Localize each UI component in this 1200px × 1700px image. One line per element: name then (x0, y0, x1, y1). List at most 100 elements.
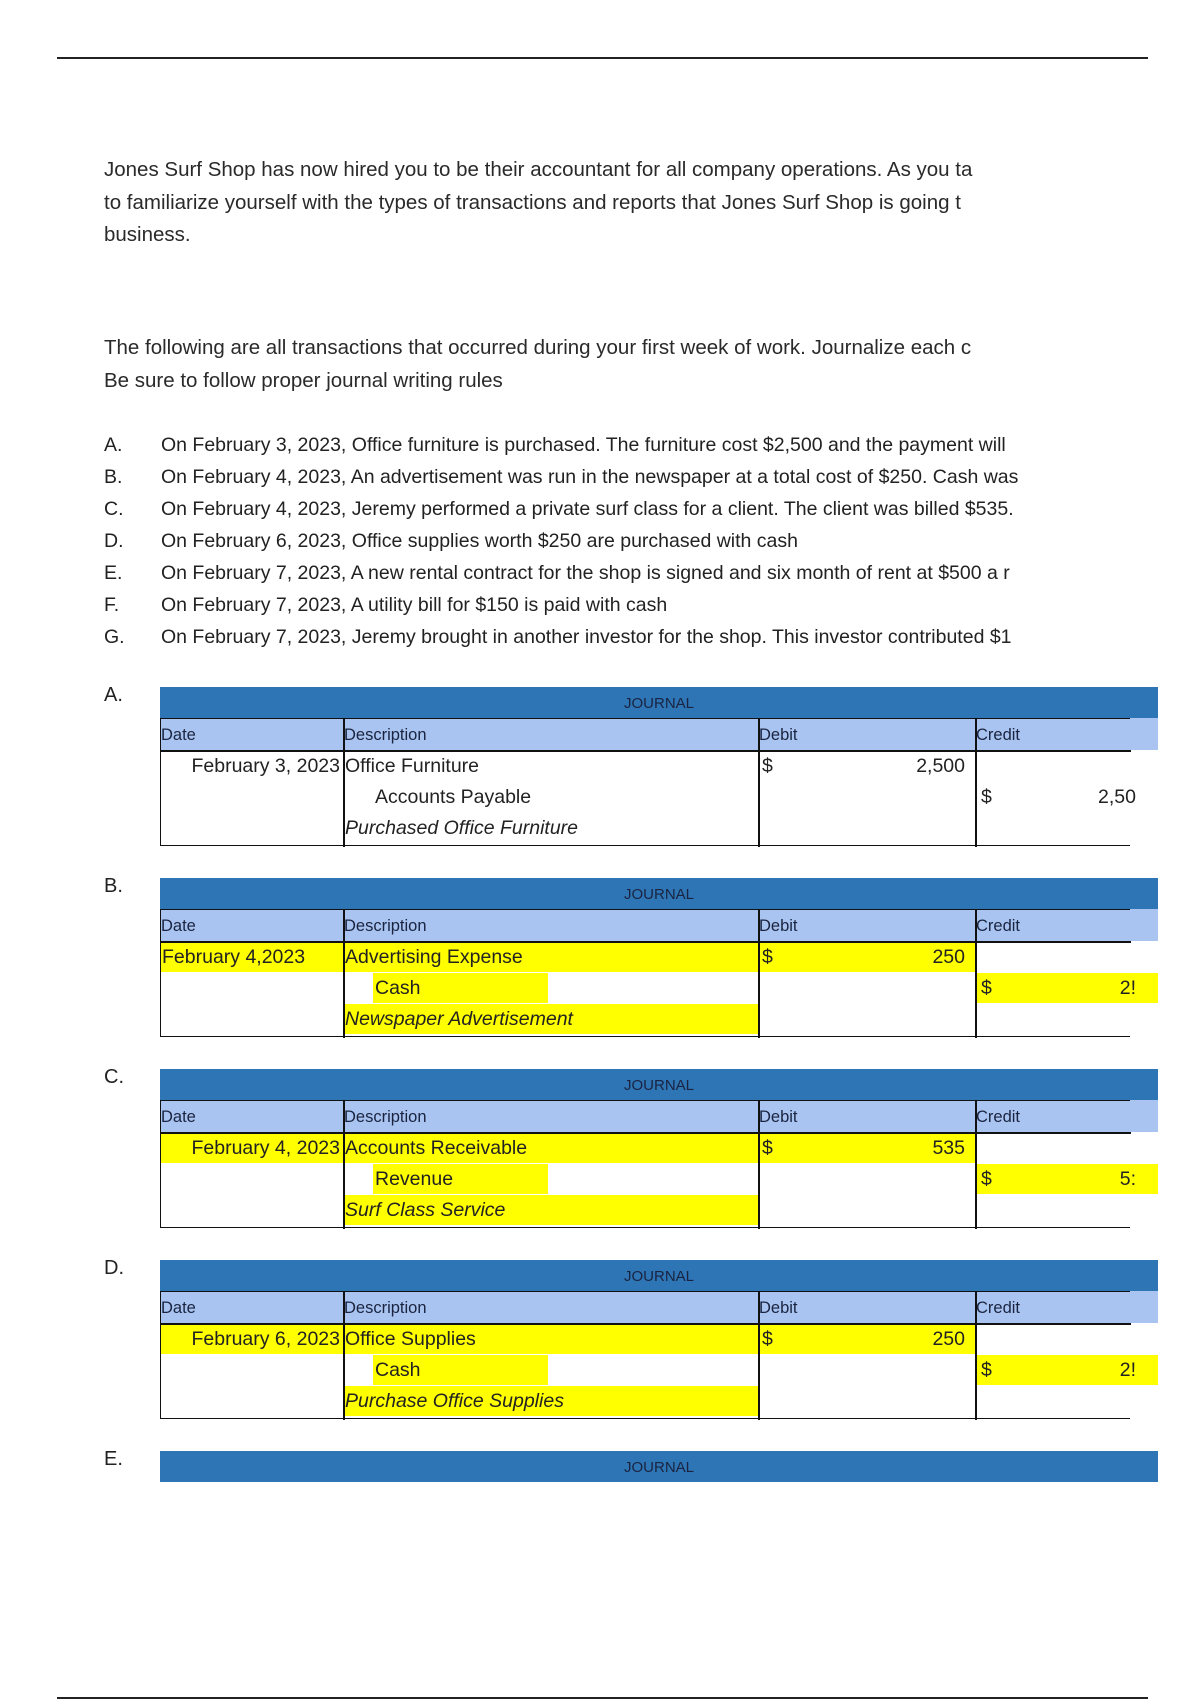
journal-grid (160, 909, 1131, 1038)
debit-amount: 250 (778, 942, 975, 972)
instructions-line: Be sure to follow proper journal writing… (104, 368, 503, 392)
intro-line: Jones Surf Shop has now hired you to be … (104, 158, 973, 181)
date-cell: February 4, 2023 (160, 1133, 343, 1163)
transaction-text: On February 7, 2023, A utility bill for … (161, 594, 668, 616)
grid-line (975, 910, 977, 1038)
header-date: Date (161, 726, 196, 744)
header-description: Description (344, 726, 427, 744)
transaction-letter: D. (104, 530, 124, 552)
grid-line (758, 910, 760, 1038)
header-date: Date (161, 1108, 196, 1126)
journal-grid (160, 1100, 1131, 1229)
debit-amount: 2,500 (916, 755, 965, 777)
transaction-text: On February 7, 2023, Jeremy brought in a… (161, 626, 1012, 648)
header-credit: Credit (976, 917, 1021, 935)
header-credit: Credit (976, 726, 1021, 744)
journal-grid (160, 718, 1131, 847)
debit-amount: 535 (778, 1133, 975, 1163)
journal-header-row: Date Description Debit Credit (160, 718, 1158, 750)
journal-title: JOURNAL (160, 1260, 1158, 1291)
journal-table: JOURNAL Date Description Debit Credit Februar… (160, 687, 1158, 847)
header-description: Description (344, 1108, 427, 1126)
debit-amount: 250 (778, 1324, 975, 1354)
grid-line (975, 719, 977, 847)
header-description: Description (344, 917, 427, 935)
transaction-letter: B. (104, 466, 123, 488)
instructions-paragraph: The following are all transactions that … (104, 332, 1134, 397)
intro-line: business. (104, 223, 191, 246)
credit-currency: $ (975, 1355, 995, 1385)
header-date: Date (161, 917, 196, 935)
transaction-item: A. On February 3, 2023, Office furniture … (104, 429, 1130, 461)
transaction-item: D. On February 6, 2023, Office supplies w… (104, 525, 1130, 557)
journal-header-row: Date Description Debit Credit (160, 909, 1158, 941)
debit-currency: $ (758, 942, 778, 972)
memo: Purchase Office Supplies (343, 1386, 758, 1416)
transaction-letter: G. (104, 626, 125, 648)
journal-letter: B. (104, 875, 123, 897)
grid-line (161, 750, 1131, 752)
debit-account: Office Furniture (345, 755, 480, 777)
debit-account: Accounts Receivable (343, 1133, 758, 1163)
credit-currency: $ (975, 1164, 995, 1194)
debit-currency: $ (758, 1133, 778, 1163)
date-cell: February 3, 2023 (191, 755, 340, 777)
grid-line (161, 1132, 1131, 1134)
credit-account: Cash (373, 973, 548, 1003)
debit-account: Advertising Expense (343, 942, 758, 972)
journal-letter: C. (104, 1066, 124, 1088)
credit-amount: 2! (995, 1355, 1158, 1385)
transaction-item: G. On February 7, 2023, Jeremy brought in… (104, 621, 1130, 653)
transaction-item: E. On February 7, 2023, A new rental cont… (104, 557, 1130, 589)
journal-title: JOURNAL (160, 687, 1158, 718)
journal-title: JOURNAL (160, 1069, 1158, 1100)
journal-title: JOURNAL (160, 878, 1158, 909)
grid-line (975, 1101, 977, 1229)
credit-currency: $ (975, 973, 995, 1003)
journal-table: JOURNAL Date Description Debit Credit Februar… (160, 1069, 1158, 1229)
bottom-rule (57, 1697, 1148, 1699)
header-description: Description (344, 1299, 427, 1317)
credit-amount: 2,50 (1098, 786, 1136, 808)
debit-currency: $ (762, 755, 773, 777)
journal-table: JOURNAL Date Description Debit Credit Februar… (160, 1260, 1158, 1420)
credit-amount: 2! (995, 973, 1158, 1003)
header-date: Date (161, 1299, 196, 1317)
credit-account: Revenue (373, 1164, 548, 1194)
transaction-text: On February 4, 2023, Jeremy performed a … (161, 498, 1014, 520)
date-cell: February 4,2023 (160, 942, 343, 972)
transaction-item: C. On February 4, 2023, Jeremy performed … (104, 493, 1130, 525)
grid-line (975, 1292, 977, 1420)
grid-line (161, 941, 1131, 943)
grid-line (758, 1292, 760, 1420)
header-credit: Credit (976, 1108, 1021, 1126)
header-debit: Debit (759, 917, 798, 935)
journal-letter: D. (104, 1257, 124, 1279)
credit-currency: $ (981, 786, 992, 808)
transaction-letter: F. (104, 594, 120, 616)
intro-line: to familiarize yourself with the types o… (104, 190, 961, 214)
credit-account: Cash (373, 1355, 548, 1385)
journal-letter: E. (104, 1448, 123, 1470)
transaction-text: On February 4, 2023, An advertisement wa… (161, 466, 1019, 488)
top-rule (57, 57, 1148, 59)
grid-line (758, 719, 760, 847)
grid-line (343, 719, 345, 847)
header-debit: Debit (759, 1299, 798, 1317)
transaction-text: On February 6, 2023, Office supplies wor… (161, 530, 798, 552)
credit-amount: 5: (995, 1164, 1158, 1194)
transaction-letter: C. (104, 498, 124, 520)
transaction-item: B. On February 4, 2023, An advertisement … (104, 461, 1130, 493)
header-debit: Debit (759, 1108, 798, 1126)
memo: Surf Class Service (343, 1195, 758, 1225)
journal-table: JOURNAL (160, 1451, 1158, 1611)
journal-header-row: Date Description Debit Credit (160, 1100, 1158, 1132)
transaction-item: F. On February 7, 2023, A utility bill fo… (104, 589, 1130, 621)
memo: Newspaper Advertisement (343, 1004, 758, 1034)
debit-account: Office Supplies (343, 1324, 758, 1354)
journal-letter: A. (104, 684, 123, 706)
instructions-line: The following are all transactions that … (104, 336, 972, 359)
date-cell: February 6, 2023 (160, 1324, 343, 1354)
journal-header-row: Date Description Debit Credit (160, 1291, 1158, 1323)
grid-line (343, 910, 345, 1038)
